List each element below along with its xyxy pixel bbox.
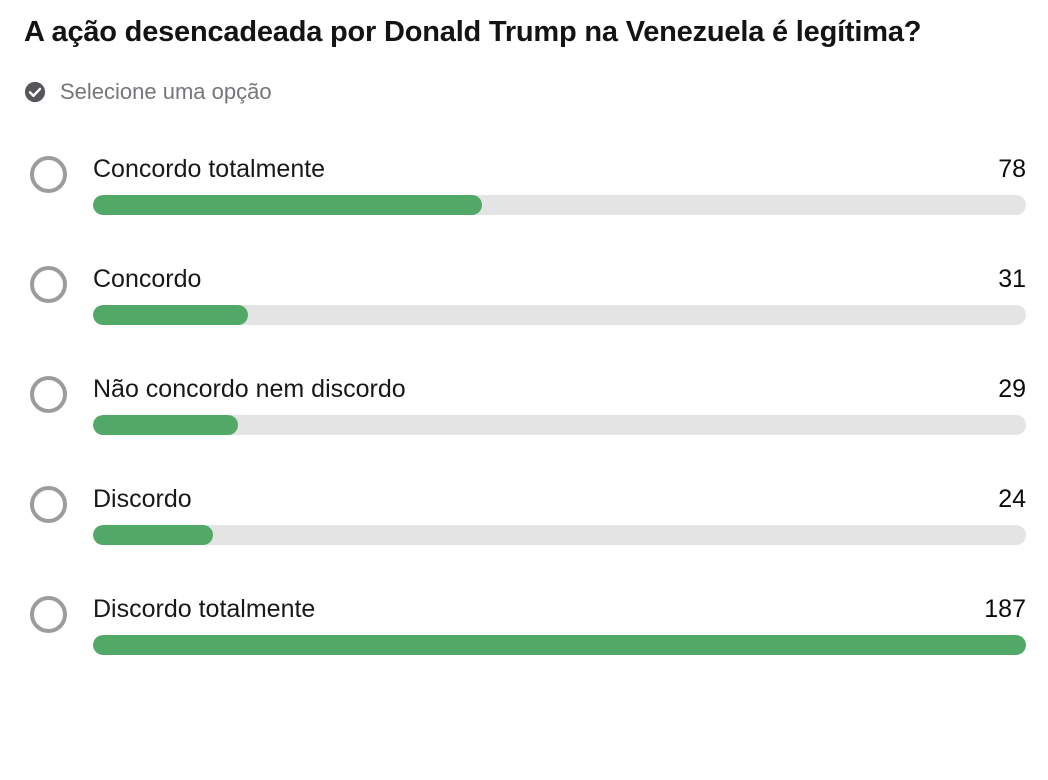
option-body: Discordo totalmente 187 (93, 594, 1026, 655)
poll-instruction-text: Selecione uma opção (60, 79, 272, 104)
option-header: Concordo 31 (93, 264, 1026, 294)
poll-option-row[interactable]: Discordo 24 (24, 484, 1026, 545)
result-bar-fill (93, 525, 213, 545)
option-vote-count: 24 (998, 485, 1026, 513)
radio-button[interactable] (30, 156, 67, 193)
result-bar-fill (93, 195, 483, 215)
option-label: Não concordo nem discordo (93, 375, 406, 403)
radio-button[interactable] (30, 266, 67, 303)
option-header: Discordo totalmente 187 (93, 594, 1026, 624)
result-bar-track (93, 415, 1026, 435)
option-header: Concordo totalmente 78 (93, 154, 1026, 184)
poll-option-row[interactable]: Concordo 31 (24, 264, 1026, 325)
option-body: Concordo totalmente 78 (93, 154, 1026, 215)
option-body: Concordo 31 (93, 264, 1026, 325)
result-bar-fill (93, 415, 238, 435)
result-bar-track (93, 195, 1026, 215)
option-vote-count: 78 (998, 155, 1026, 183)
poll-option-row[interactable]: Não concordo nem discordo 29 (24, 374, 1026, 435)
result-bar-track (93, 525, 1026, 545)
option-body: Discordo 24 (93, 484, 1026, 545)
option-label: Concordo totalmente (93, 155, 326, 183)
option-label: Discordo (93, 485, 192, 513)
option-vote-count: 29 (998, 375, 1026, 403)
option-header: Não concordo nem discordo 29 (93, 374, 1026, 404)
poll-question: A ação desencadeada por Donald Trump na … (24, 16, 922, 48)
result-bar-track (93, 305, 1026, 325)
radio-button[interactable] (30, 596, 67, 633)
option-vote-count: 31 (998, 265, 1026, 293)
check-circle-icon (24, 81, 46, 103)
radio-button[interactable] (30, 376, 67, 413)
option-header: Discordo 24 (93, 484, 1026, 514)
poll-options: Concordo totalmente 78 Concordo 31 Não c… (24, 154, 1026, 655)
poll-widget: A ação desencadeada por Donald Trump na … (24, 16, 1026, 655)
poll-option-row[interactable]: Discordo totalmente 187 (24, 594, 1026, 655)
option-label: Concordo (93, 265, 202, 293)
radio-button[interactable] (30, 486, 67, 523)
option-body: Não concordo nem discordo 29 (93, 374, 1026, 435)
option-label: Discordo totalmente (93, 595, 316, 623)
result-bar-fill (93, 635, 1026, 655)
poll-option-row[interactable]: Concordo totalmente 78 (24, 154, 1026, 215)
poll-instruction-row: Selecione uma opção (24, 79, 1026, 105)
option-vote-count: 187 (984, 595, 1026, 623)
result-bar-track (93, 635, 1026, 655)
result-bar-fill (93, 305, 248, 325)
